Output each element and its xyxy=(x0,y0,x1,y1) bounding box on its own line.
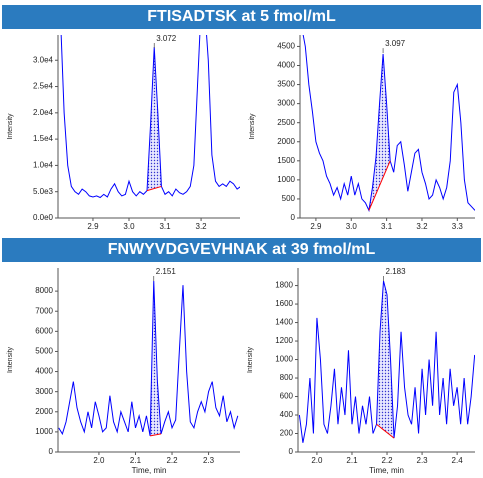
x-tick-label: 2.1 xyxy=(346,456,358,465)
y-tick-label: 2000 xyxy=(35,407,53,416)
peak-area xyxy=(368,54,391,211)
x-tick-label: 2.1 xyxy=(130,456,142,465)
y-tick-label: 2500 xyxy=(277,118,295,127)
x-axis-label: Time, min xyxy=(369,466,404,475)
peak-label: 2.151 xyxy=(156,267,177,276)
baseline xyxy=(368,160,391,211)
y-tick-label: 4000 xyxy=(277,61,295,70)
y-tick-label: 1.5e4 xyxy=(33,134,54,143)
x-tick-label: 2.2 xyxy=(381,456,393,465)
chromatogram-line xyxy=(302,35,475,213)
baseline xyxy=(150,433,162,437)
x-tick-label: 2.4 xyxy=(452,456,464,465)
x-tick-label: 3.0 xyxy=(346,222,358,231)
y-tick-label: 3.0e4 xyxy=(33,55,54,64)
x-tick-label: 2.9 xyxy=(310,222,322,231)
y-tick-label: 6000 xyxy=(35,326,53,335)
x-tick-label: 2.9 xyxy=(87,222,99,231)
y-tick-label: 1000 xyxy=(277,175,295,184)
y-tick-label: 800 xyxy=(280,373,294,382)
peak-label: 3.097 xyxy=(385,39,406,48)
x-tick-label: 2.0 xyxy=(311,456,323,465)
y-tick-label: 2.5e4 xyxy=(33,82,54,91)
y-tick-label: 3500 xyxy=(277,80,295,89)
y-tick-label: 500 xyxy=(282,194,296,203)
x-tick-label: 3.1 xyxy=(381,222,393,231)
y-tick-label: 1.0e4 xyxy=(33,161,54,170)
x-tick-label: 2.2 xyxy=(166,456,178,465)
y-tick-label: 400 xyxy=(280,410,294,419)
y-tick-label: 4500 xyxy=(277,42,295,51)
y-tick-label: 200 xyxy=(280,429,294,438)
plot xyxy=(60,35,240,199)
y-axis-label: Intensity xyxy=(249,113,256,140)
banner: FTISADTSK at 5 fmol/mL xyxy=(2,5,481,29)
chromatogram-line xyxy=(298,280,475,443)
baseline xyxy=(146,185,162,192)
x-tick-label: 3.1 xyxy=(159,222,171,231)
y-tick-label: 0 xyxy=(291,213,296,222)
x-tick-label: 2.3 xyxy=(203,456,215,465)
y-tick-label: 1500 xyxy=(277,156,295,165)
chromatogram-line xyxy=(60,35,240,199)
y-tick-label: 1400 xyxy=(275,318,293,327)
plot xyxy=(58,281,239,437)
y-tick-label: 5000 xyxy=(35,347,53,356)
y-tick-label: 1800 xyxy=(275,281,293,290)
x-tick-label: 3.0 xyxy=(123,222,135,231)
x-tick-label: 3.2 xyxy=(196,222,208,231)
y-tick-label: 0 xyxy=(49,447,54,456)
peak-label: 3.072 xyxy=(156,34,177,43)
baseline xyxy=(376,423,395,439)
y-tick-label: 0 xyxy=(289,447,294,456)
y-axis-label: Intensity xyxy=(7,113,14,140)
chromatogram-line xyxy=(58,281,239,437)
y-tick-label: 3000 xyxy=(277,99,295,108)
y-tick-label: 1000 xyxy=(35,427,53,436)
x-tick-label: 2.0 xyxy=(93,456,105,465)
x-tick-label: 3.3 xyxy=(452,222,464,231)
x-tick-label: 2.3 xyxy=(417,456,429,465)
peak-label: 2.183 xyxy=(386,267,407,276)
y-tick-label: 600 xyxy=(280,392,294,401)
y-axis-label: Intensity xyxy=(247,346,254,373)
y-tick-label: 1600 xyxy=(275,299,293,308)
y-axis-label: Intensity xyxy=(7,346,14,373)
banner: FNWYVDGVEVHNAK at 39 fmol/mL xyxy=(2,238,481,262)
y-tick-label: 1200 xyxy=(275,336,293,345)
y-tick-label: 7000 xyxy=(35,306,53,315)
y-tick-label: 3000 xyxy=(35,387,53,396)
plot xyxy=(298,280,475,443)
y-tick-label: 2.0e4 xyxy=(33,108,54,117)
x-tick-label: 3.2 xyxy=(416,222,428,231)
y-tick-label: 5.0e3 xyxy=(33,187,54,196)
y-tick-label: 1000 xyxy=(275,355,293,364)
plot xyxy=(302,35,475,213)
peak-area xyxy=(147,47,162,191)
y-tick-label: 0.0e0 xyxy=(33,213,54,222)
y-tick-label: 4000 xyxy=(35,367,53,376)
y-tick-label: 2000 xyxy=(277,137,295,146)
y-tick-label: 8000 xyxy=(35,286,53,295)
x-axis-label: Time, min xyxy=(132,466,167,475)
